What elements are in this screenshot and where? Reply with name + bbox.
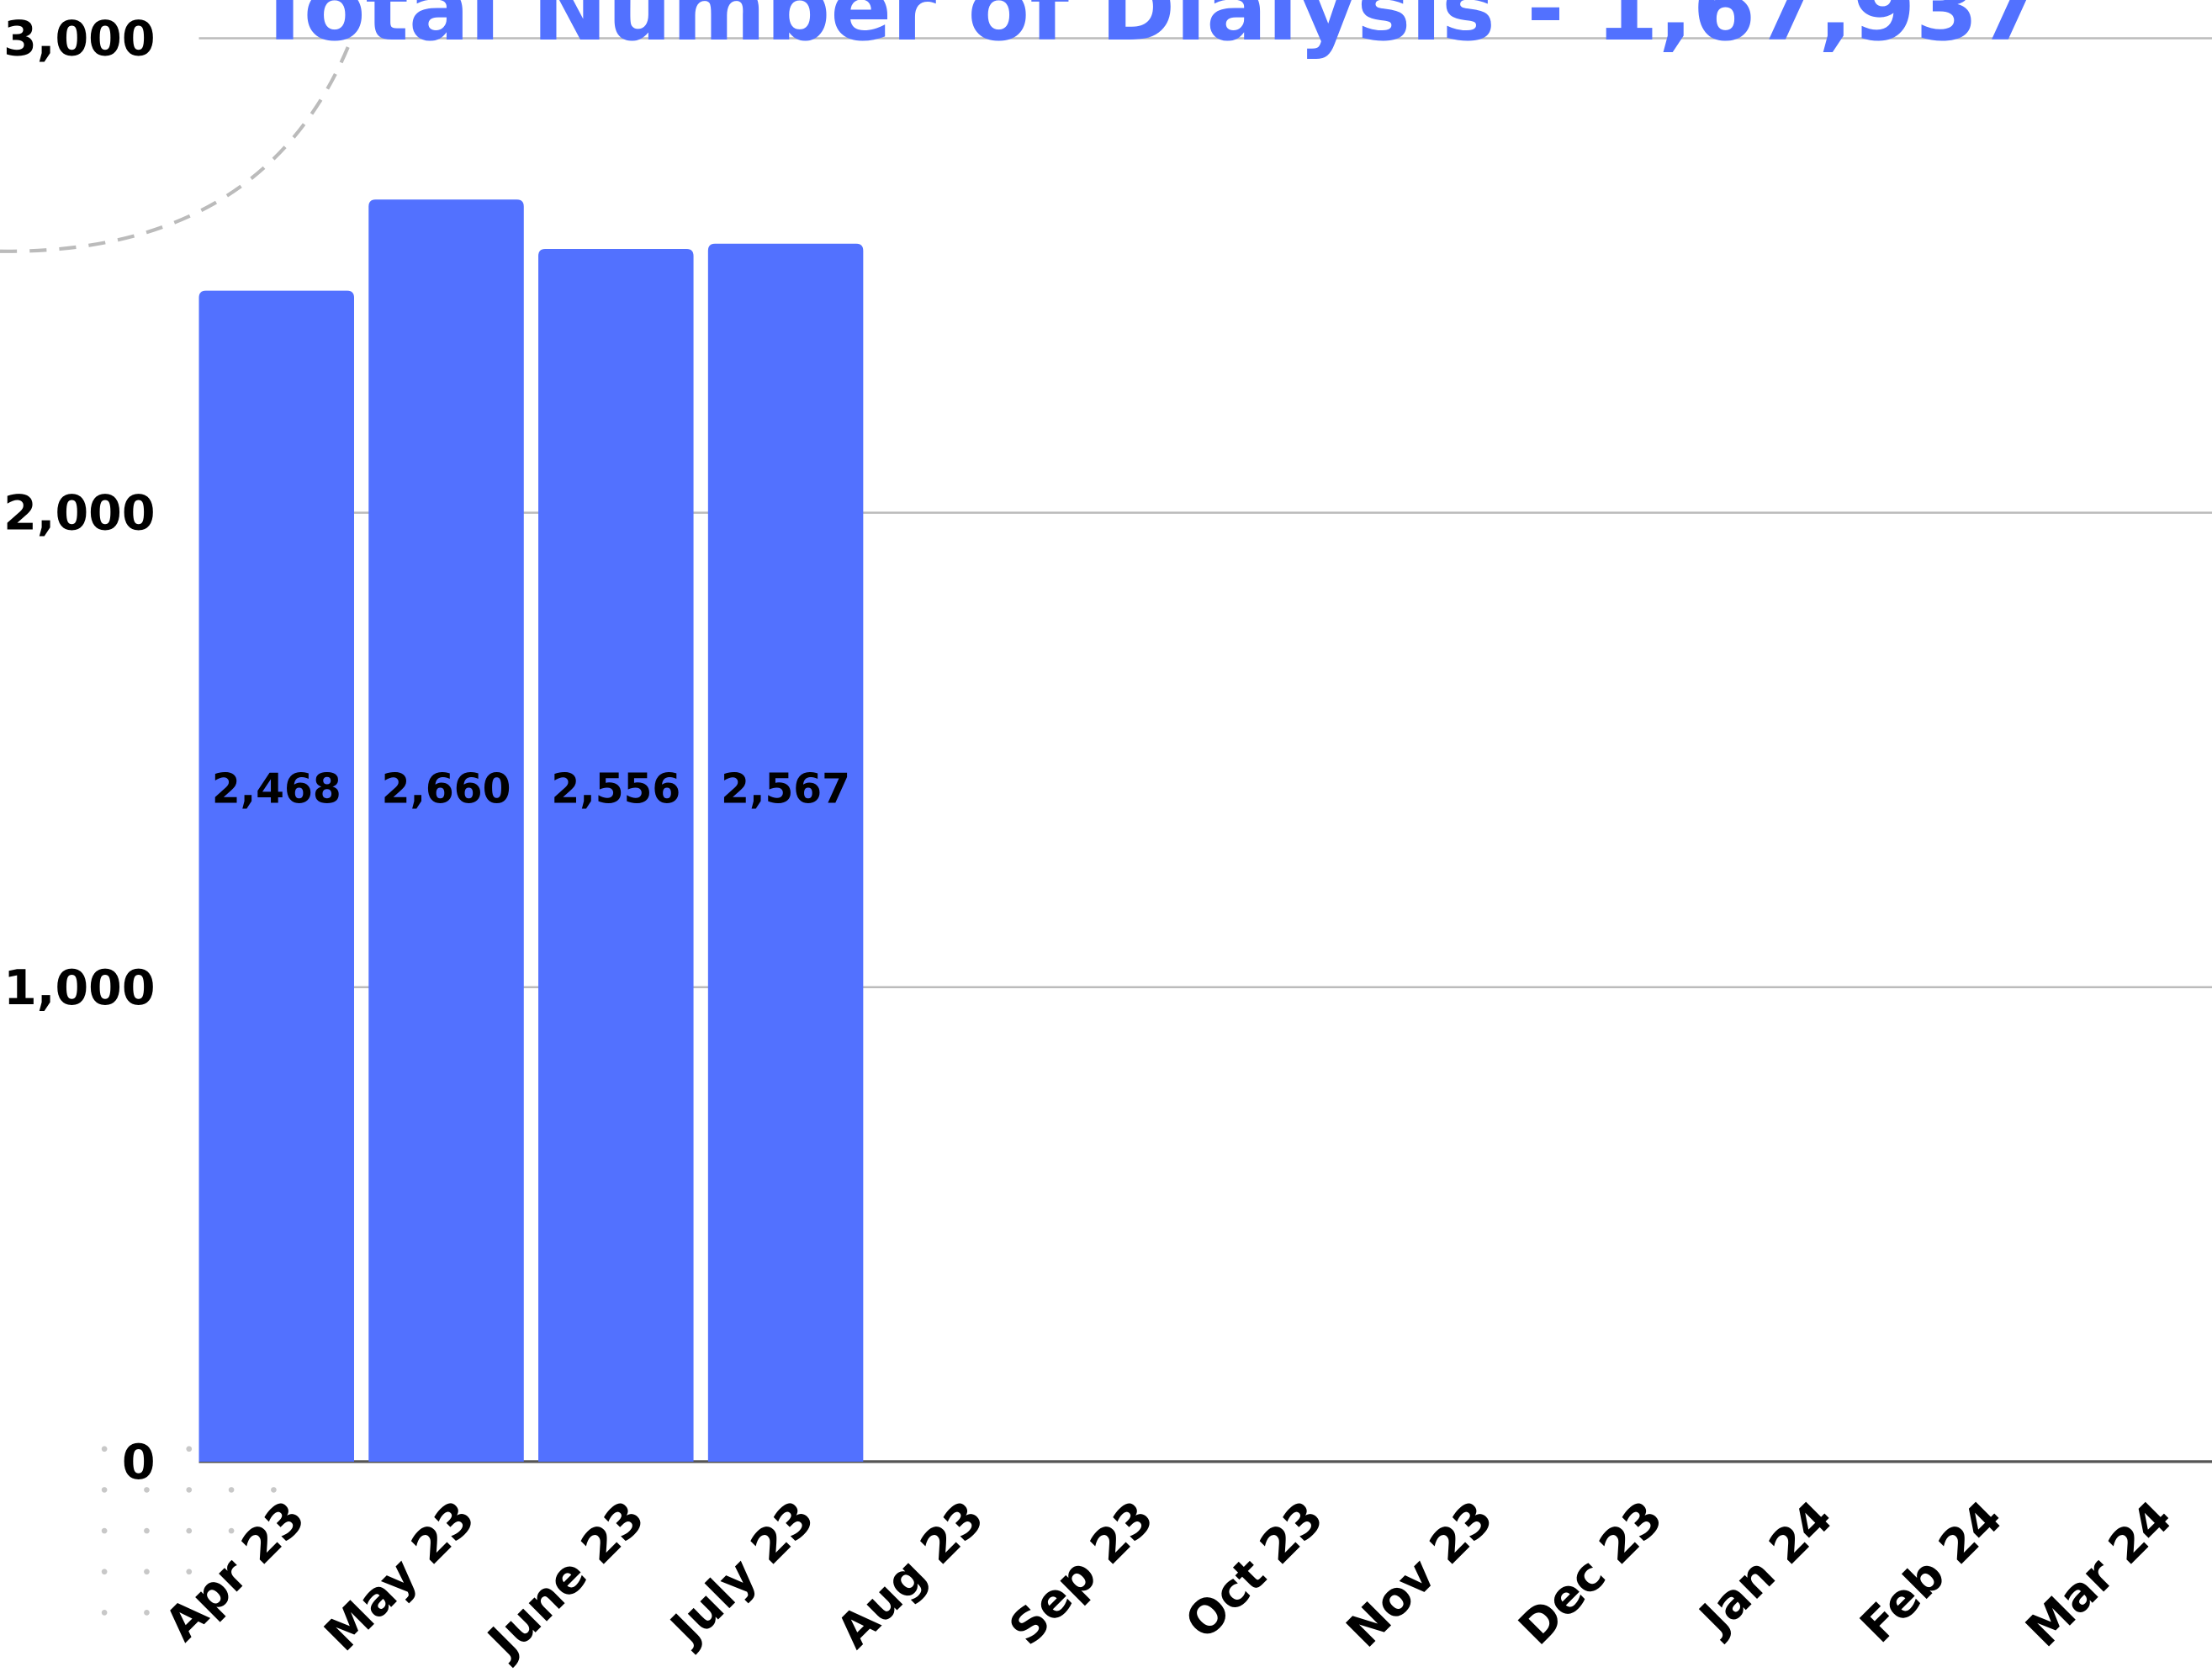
y-tick-label: 1,000: [3, 960, 155, 1016]
x-tick-label: Oct 23: [1176, 1491, 1335, 1650]
bars: [198, 199, 864, 1462]
bar: [368, 199, 524, 1462]
bar: [538, 248, 694, 1462]
bar: [198, 290, 355, 1462]
chart-title: Total Number of Dialysis - 1,67,937: [254, 0, 2041, 61]
data-label: 2,567: [721, 766, 850, 813]
y-tick-label: 3,000: [3, 12, 155, 67]
x-tick-label: Feb 24: [1850, 1491, 2013, 1653]
x-tick-label: July 23: [659, 1491, 825, 1658]
x-tick-label: Aug 23: [827, 1491, 995, 1659]
y-tick-label: 2,000: [3, 486, 155, 542]
grid: [198, 37, 2212, 1463]
data-label: 2,660: [382, 766, 511, 813]
x-tick-label: Dec 23: [1509, 1491, 1674, 1656]
x-tick-label: June 23: [476, 1491, 655, 1670]
decor-arc: [0, 34, 355, 253]
decor-dots: [101, 1446, 277, 1616]
x-tick-label: May 23: [315, 1491, 485, 1662]
data-label: 2,556: [551, 766, 680, 813]
x-tick-label: Sep 23: [999, 1491, 1164, 1656]
x-tick-label: Jan 24: [1688, 1491, 1844, 1647]
x-tick-label: Nov 23: [1337, 1491, 1504, 1658]
x-tick-label: Mar 24: [2016, 1491, 2183, 1658]
y-tick-label: 0: [122, 1435, 156, 1490]
data-label: 2,468: [212, 766, 341, 813]
bar: [707, 243, 864, 1462]
x-tick-label: Apr 23: [156, 1491, 316, 1652]
